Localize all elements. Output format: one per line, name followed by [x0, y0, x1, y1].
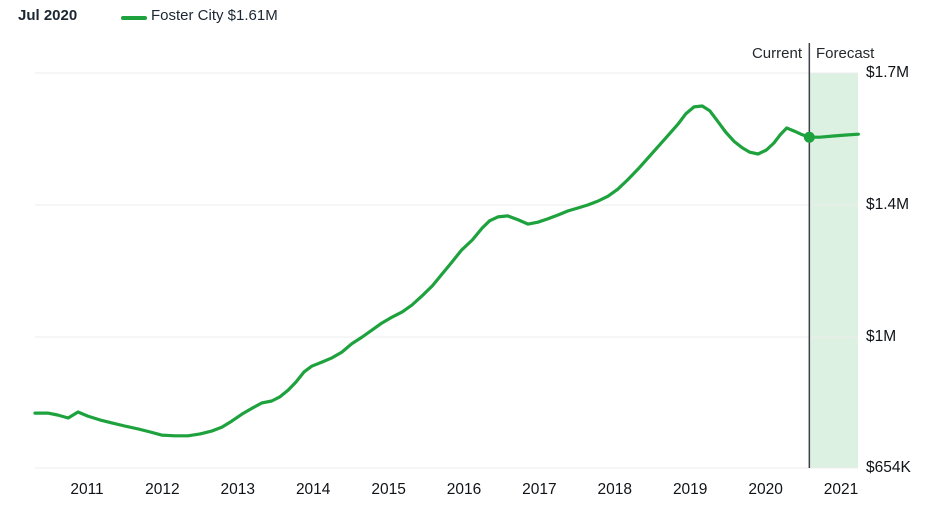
x-axis-tick-label: 2020 — [748, 481, 783, 498]
current-point-marker — [803, 131, 815, 143]
x-axis-tick-label: 2019 — [672, 481, 708, 498]
legend-series-label: Foster City $1.61M — [151, 7, 278, 24]
price-line-forecast — [807, 132, 860, 139]
x-axis-tick-label: 2014 — [295, 481, 331, 498]
y-axis-tick-label: $1.7M — [866, 64, 910, 81]
x-axis-tick-label: 2012 — [145, 481, 180, 498]
x-axis-tick-label: 2011 — [70, 481, 104, 498]
hovered-date-label: Jul 2020 — [18, 7, 78, 24]
forecast-band — [809, 73, 858, 468]
current-region-label: Current — [751, 45, 802, 62]
legend-line-swatch-icon — [121, 16, 147, 20]
y-axis-tick-label: $1M — [866, 328, 897, 345]
y-axis-tick-label: $1.4M — [866, 196, 910, 213]
x-axis-tick-label: 2015 — [371, 481, 406, 498]
x-axis-tick-label: 2018 — [597, 481, 633, 498]
price-line-historical — [33, 104, 811, 438]
x-axis-tick-label: 2021 — [823, 481, 859, 498]
x-axis-tick-label: 2017 — [522, 481, 557, 498]
x-axis-tick-label: 2016 — [446, 481, 482, 498]
forecast-region-label: Forecast — [816, 45, 875, 62]
y-axis-tick-label: $654K — [866, 459, 911, 476]
x-axis-tick-label: 2013 — [220, 481, 256, 498]
